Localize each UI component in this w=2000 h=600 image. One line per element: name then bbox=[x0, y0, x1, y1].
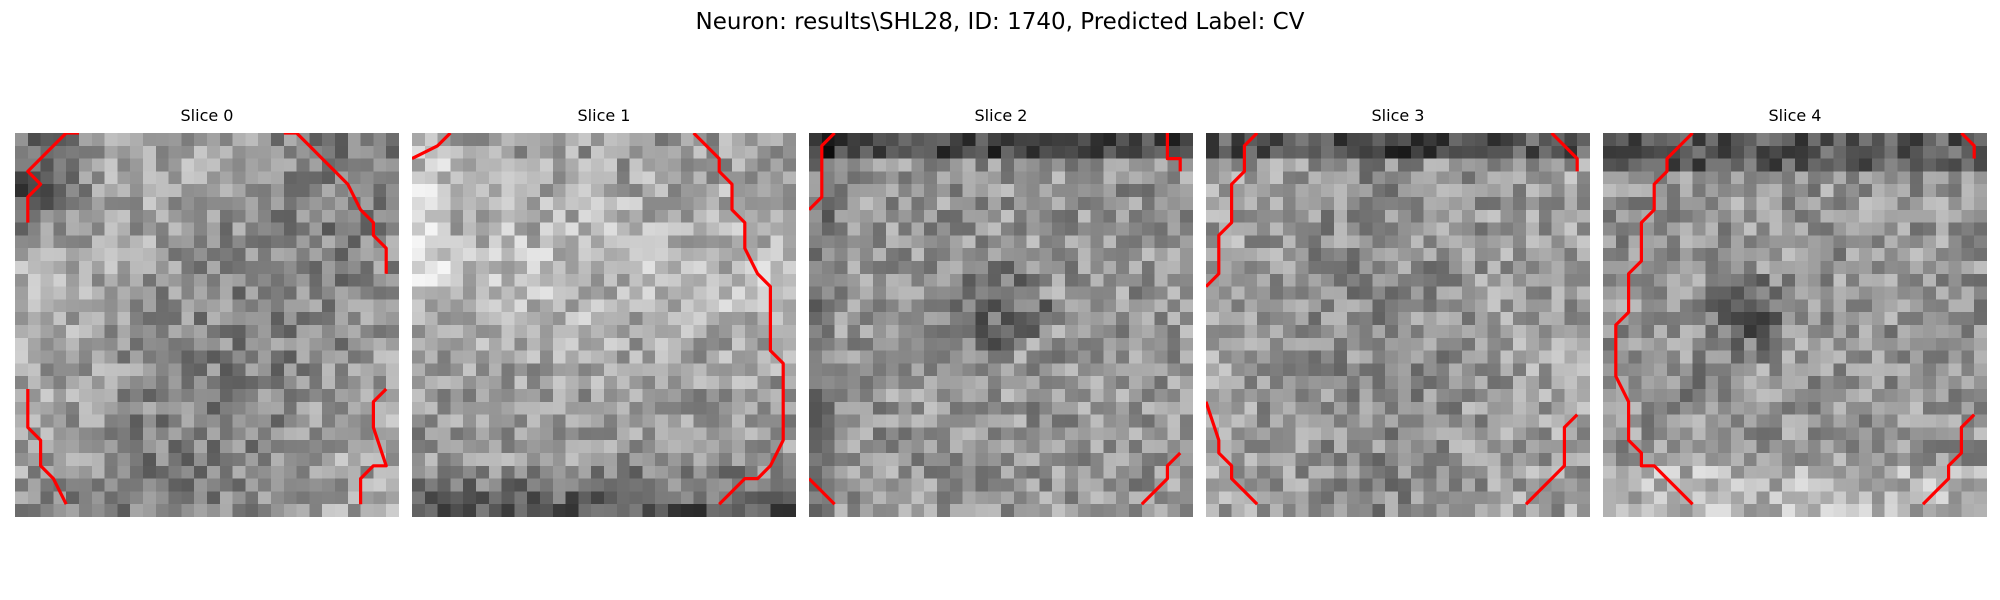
contour-line bbox=[809, 133, 836, 211]
contour-line bbox=[1921, 413, 1976, 506]
contour-line bbox=[1206, 133, 1259, 288]
grayscale-slice-image bbox=[1603, 133, 1987, 517]
contour-line bbox=[692, 133, 785, 506]
slice-image bbox=[15, 133, 399, 517]
slice-image bbox=[1206, 133, 1590, 517]
grayscale-slice-image bbox=[412, 133, 796, 517]
contour-line bbox=[26, 133, 79, 223]
contour-line bbox=[1524, 413, 1579, 506]
contour-line bbox=[1140, 451, 1182, 506]
grayscale-slice-image bbox=[15, 133, 399, 517]
slice-image bbox=[809, 133, 1193, 517]
contour-line bbox=[1614, 133, 1694, 506]
contour-line bbox=[809, 477, 836, 506]
contour-line bbox=[283, 133, 388, 274]
slice-image bbox=[412, 133, 796, 517]
grayscale-slice-image bbox=[1206, 133, 1590, 517]
contour-line bbox=[1206, 401, 1259, 506]
slice-title: Slice 4 bbox=[1768, 106, 1822, 125]
slice-title: Slice 2 bbox=[974, 106, 1028, 125]
figure-title: Neuron: results\SHL28, ID: 1740, Predict… bbox=[695, 9, 1305, 35]
contour-line bbox=[1165, 133, 1182, 172]
slice-title: Slice 3 bbox=[1371, 106, 1425, 125]
contour-line bbox=[26, 389, 68, 505]
slice-title: Slice 0 bbox=[180, 106, 234, 125]
contour-line bbox=[412, 133, 452, 161]
contour-line bbox=[359, 387, 388, 505]
slice-title: Slice 1 bbox=[577, 106, 631, 125]
slice-image bbox=[1603, 133, 1987, 517]
contour-line bbox=[1960, 133, 1976, 159]
contour-line bbox=[1550, 133, 1579, 172]
grayscale-slice-image bbox=[809, 133, 1193, 517]
